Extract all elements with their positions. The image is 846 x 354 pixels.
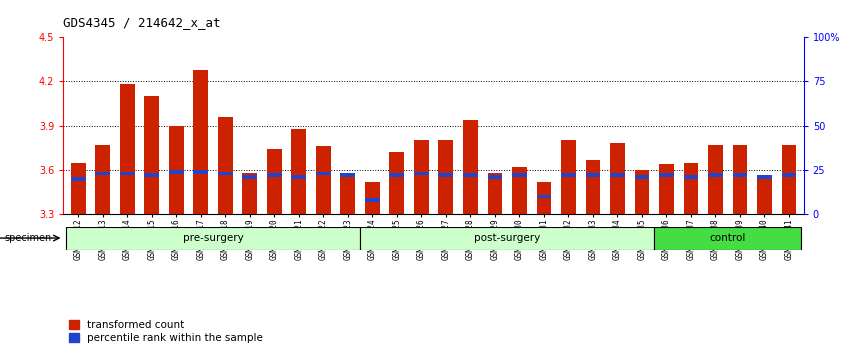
Bar	[733, 145, 747, 214]
Bar	[120, 172, 135, 175]
Bar	[120, 84, 135, 214]
Bar	[365, 182, 380, 214]
Bar	[243, 173, 257, 214]
Bar	[487, 175, 503, 179]
Bar	[194, 70, 208, 214]
Bar	[96, 145, 110, 214]
Bar	[684, 175, 698, 179]
Bar	[266, 173, 282, 177]
Bar	[634, 170, 649, 214]
Bar	[659, 173, 673, 177]
Bar	[438, 141, 453, 214]
Bar	[654, 227, 801, 250]
Bar	[340, 176, 355, 214]
Bar	[66, 227, 360, 250]
Bar	[684, 162, 698, 214]
Bar	[414, 172, 429, 175]
Bar	[487, 173, 503, 214]
Bar	[291, 175, 306, 179]
Bar	[512, 167, 527, 214]
Bar	[782, 173, 796, 177]
Bar	[782, 145, 796, 214]
Bar	[659, 164, 673, 214]
Bar	[243, 175, 257, 179]
Bar	[733, 173, 747, 177]
Bar	[438, 173, 453, 177]
Bar	[145, 96, 159, 214]
Bar	[169, 126, 184, 214]
Bar	[340, 173, 355, 177]
Legend: transformed count, percentile rank within the sample: transformed count, percentile rank withi…	[69, 320, 263, 343]
Bar	[708, 145, 722, 214]
Bar	[389, 152, 404, 214]
Bar	[585, 173, 601, 177]
Bar	[169, 170, 184, 173]
Bar	[266, 149, 282, 214]
Bar	[512, 173, 527, 177]
Bar	[634, 175, 649, 179]
Bar	[536, 195, 552, 198]
Bar	[610, 143, 624, 214]
Text: control: control	[710, 233, 746, 243]
Bar	[561, 141, 576, 214]
Bar	[194, 170, 208, 173]
Bar	[291, 129, 306, 214]
Text: specimen: specimen	[4, 233, 52, 243]
Text: pre-surgery: pre-surgery	[183, 233, 244, 243]
Text: GDS4345 / 214642_x_at: GDS4345 / 214642_x_at	[63, 16, 221, 29]
Text: post-surgery: post-surgery	[474, 233, 541, 243]
Bar	[360, 227, 654, 250]
Bar	[414, 141, 429, 214]
Bar	[610, 173, 624, 177]
Bar	[96, 172, 110, 175]
Bar	[757, 175, 772, 179]
Bar	[365, 198, 380, 202]
Bar	[316, 146, 331, 214]
Bar	[218, 117, 233, 214]
Bar	[145, 173, 159, 177]
Bar	[71, 177, 85, 181]
Bar	[316, 172, 331, 175]
Bar	[389, 173, 404, 177]
Bar	[757, 177, 772, 214]
Bar	[71, 162, 85, 214]
Bar	[536, 182, 552, 214]
Bar	[463, 173, 478, 177]
Bar	[708, 173, 722, 177]
Bar	[585, 160, 601, 214]
Bar	[463, 120, 478, 214]
Bar	[218, 172, 233, 175]
Bar	[561, 173, 576, 177]
